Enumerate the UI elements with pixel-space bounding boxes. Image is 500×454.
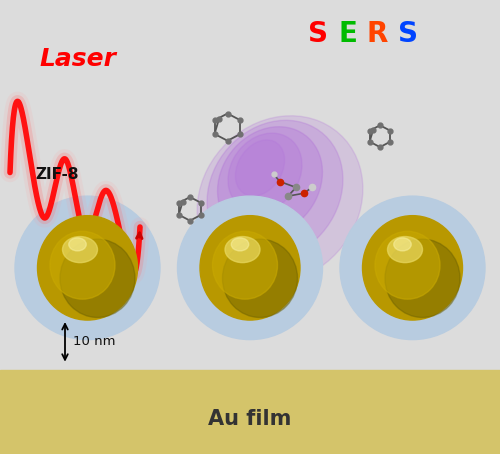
Ellipse shape xyxy=(236,140,284,196)
Ellipse shape xyxy=(231,238,249,251)
Ellipse shape xyxy=(225,237,260,262)
Ellipse shape xyxy=(197,116,363,284)
Ellipse shape xyxy=(178,196,322,340)
Ellipse shape xyxy=(388,237,422,262)
Text: S: S xyxy=(398,20,417,49)
Ellipse shape xyxy=(222,239,298,317)
Text: R: R xyxy=(367,20,388,49)
Ellipse shape xyxy=(212,232,278,299)
Bar xyxy=(0,370,500,454)
Text: E: E xyxy=(338,20,357,49)
Ellipse shape xyxy=(375,232,440,299)
Text: Au film: Au film xyxy=(208,409,292,429)
Ellipse shape xyxy=(385,239,460,317)
Ellipse shape xyxy=(60,239,135,317)
Ellipse shape xyxy=(394,238,411,251)
Text: 10 nm: 10 nm xyxy=(72,336,115,348)
Ellipse shape xyxy=(200,216,300,320)
Ellipse shape xyxy=(362,216,462,320)
Ellipse shape xyxy=(228,133,302,212)
Text: S: S xyxy=(308,20,328,49)
Ellipse shape xyxy=(15,196,160,340)
Ellipse shape xyxy=(218,127,322,237)
Text: Laser: Laser xyxy=(39,47,116,71)
Ellipse shape xyxy=(68,238,86,251)
Text: ZIF-8: ZIF-8 xyxy=(35,167,78,182)
Ellipse shape xyxy=(340,196,485,340)
Ellipse shape xyxy=(50,232,115,299)
Ellipse shape xyxy=(38,216,138,320)
Ellipse shape xyxy=(207,120,343,261)
Ellipse shape xyxy=(62,237,98,262)
